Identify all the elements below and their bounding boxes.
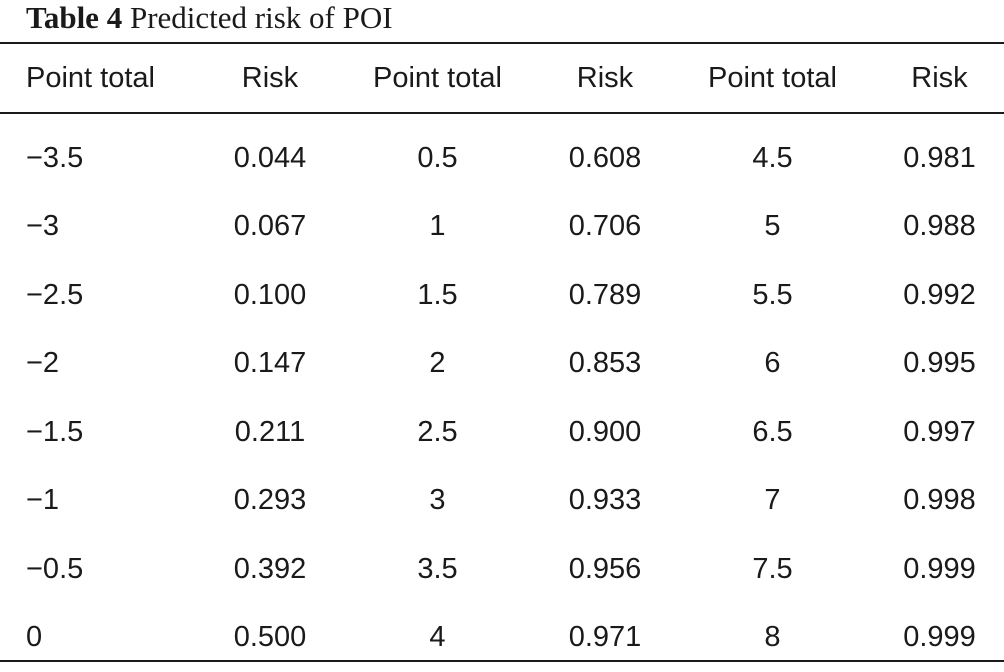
cell-risk-2: 0.900 — [540, 398, 670, 467]
cell-risk-2: 0.706 — [540, 193, 670, 262]
cell-risk-1: 0.147 — [205, 330, 335, 399]
cell-point-total-3: 8 — [670, 604, 875, 672]
cell-risk-2: 0.853 — [540, 330, 670, 399]
cell-point-total-1: −0.5 — [0, 535, 205, 604]
cell-point-total-3: 7 — [670, 467, 875, 536]
cell-point-total-1: −3 — [0, 193, 205, 262]
cell-risk-1: 0.100 — [205, 261, 335, 330]
cell-risk-3: 0.992 — [875, 261, 1004, 330]
cell-risk-1: 0.500 — [205, 604, 335, 672]
cell-point-total-1: 0 — [0, 604, 205, 672]
cell-risk-2: 0.789 — [540, 261, 670, 330]
cell-point-total-1: −2.5 — [0, 261, 205, 330]
header-row: Point total Risk Point total Risk Point … — [0, 44, 1004, 113]
cell-point-total-2: 3.5 — [335, 535, 540, 604]
cell-risk-1: 0.044 — [205, 113, 335, 193]
cell-point-total-2: 1.5 — [335, 261, 540, 330]
cell-point-total-3: 4.5 — [670, 113, 875, 193]
cell-risk-2: 0.956 — [540, 535, 670, 604]
header-point-total-3: Point total — [670, 44, 875, 113]
cell-risk-3: 0.999 — [875, 604, 1004, 672]
header-risk-2: Risk — [540, 44, 670, 113]
cell-point-total-2: 1 — [335, 193, 540, 262]
cell-point-total-2: 0.5 — [335, 113, 540, 193]
cell-point-total-2: 2.5 — [335, 398, 540, 467]
cell-point-total-1: −1.5 — [0, 398, 205, 467]
cell-risk-1: 0.293 — [205, 467, 335, 536]
cell-point-total-3: 5 — [670, 193, 875, 262]
cell-risk-3: 0.999 — [875, 535, 1004, 604]
cell-risk-3: 0.981 — [875, 113, 1004, 193]
table-label: Table 4 — [26, 0, 122, 35]
cell-point-total-3: 6.5 — [670, 398, 875, 467]
cell-point-total-2: 2 — [335, 330, 540, 399]
cell-risk-3: 0.998 — [875, 467, 1004, 536]
cell-risk-1: 0.392 — [205, 535, 335, 604]
cell-point-total-1: −3.5 — [0, 113, 205, 193]
table-header: Point total Risk Point total Risk Point … — [0, 44, 1004, 113]
risk-table: Point total Risk Point total Risk Point … — [0, 44, 1004, 672]
cell-risk-2: 0.608 — [540, 113, 670, 193]
header-point-total-1: Point total — [0, 44, 205, 113]
cell-risk-3: 0.995 — [875, 330, 1004, 399]
cell-risk-1: 0.211 — [205, 398, 335, 467]
header-point-total-2: Point total — [335, 44, 540, 113]
table-title: Predicted risk of POI — [130, 0, 393, 35]
header-risk-1: Risk — [205, 44, 335, 113]
cell-point-total-1: −1 — [0, 467, 205, 536]
cell-point-total-3: 7.5 — [670, 535, 875, 604]
cell-risk-3: 0.997 — [875, 398, 1004, 467]
cell-point-total-1: −2 — [0, 330, 205, 399]
cell-point-total-2: 3 — [335, 467, 540, 536]
cell-point-total-3: 6 — [670, 330, 875, 399]
table-caption: Table 4 Predicted risk of POI — [26, 0, 393, 40]
cell-risk-3: 0.988 — [875, 193, 1004, 262]
cell-risk-2: 0.933 — [540, 467, 670, 536]
cell-point-total-3: 5.5 — [670, 261, 875, 330]
cell-risk-2: 0.971 — [540, 604, 670, 672]
header-risk-3: Risk — [875, 44, 1004, 113]
cell-risk-1: 0.067 — [205, 193, 335, 262]
cell-point-total-2: 4 — [335, 604, 540, 672]
